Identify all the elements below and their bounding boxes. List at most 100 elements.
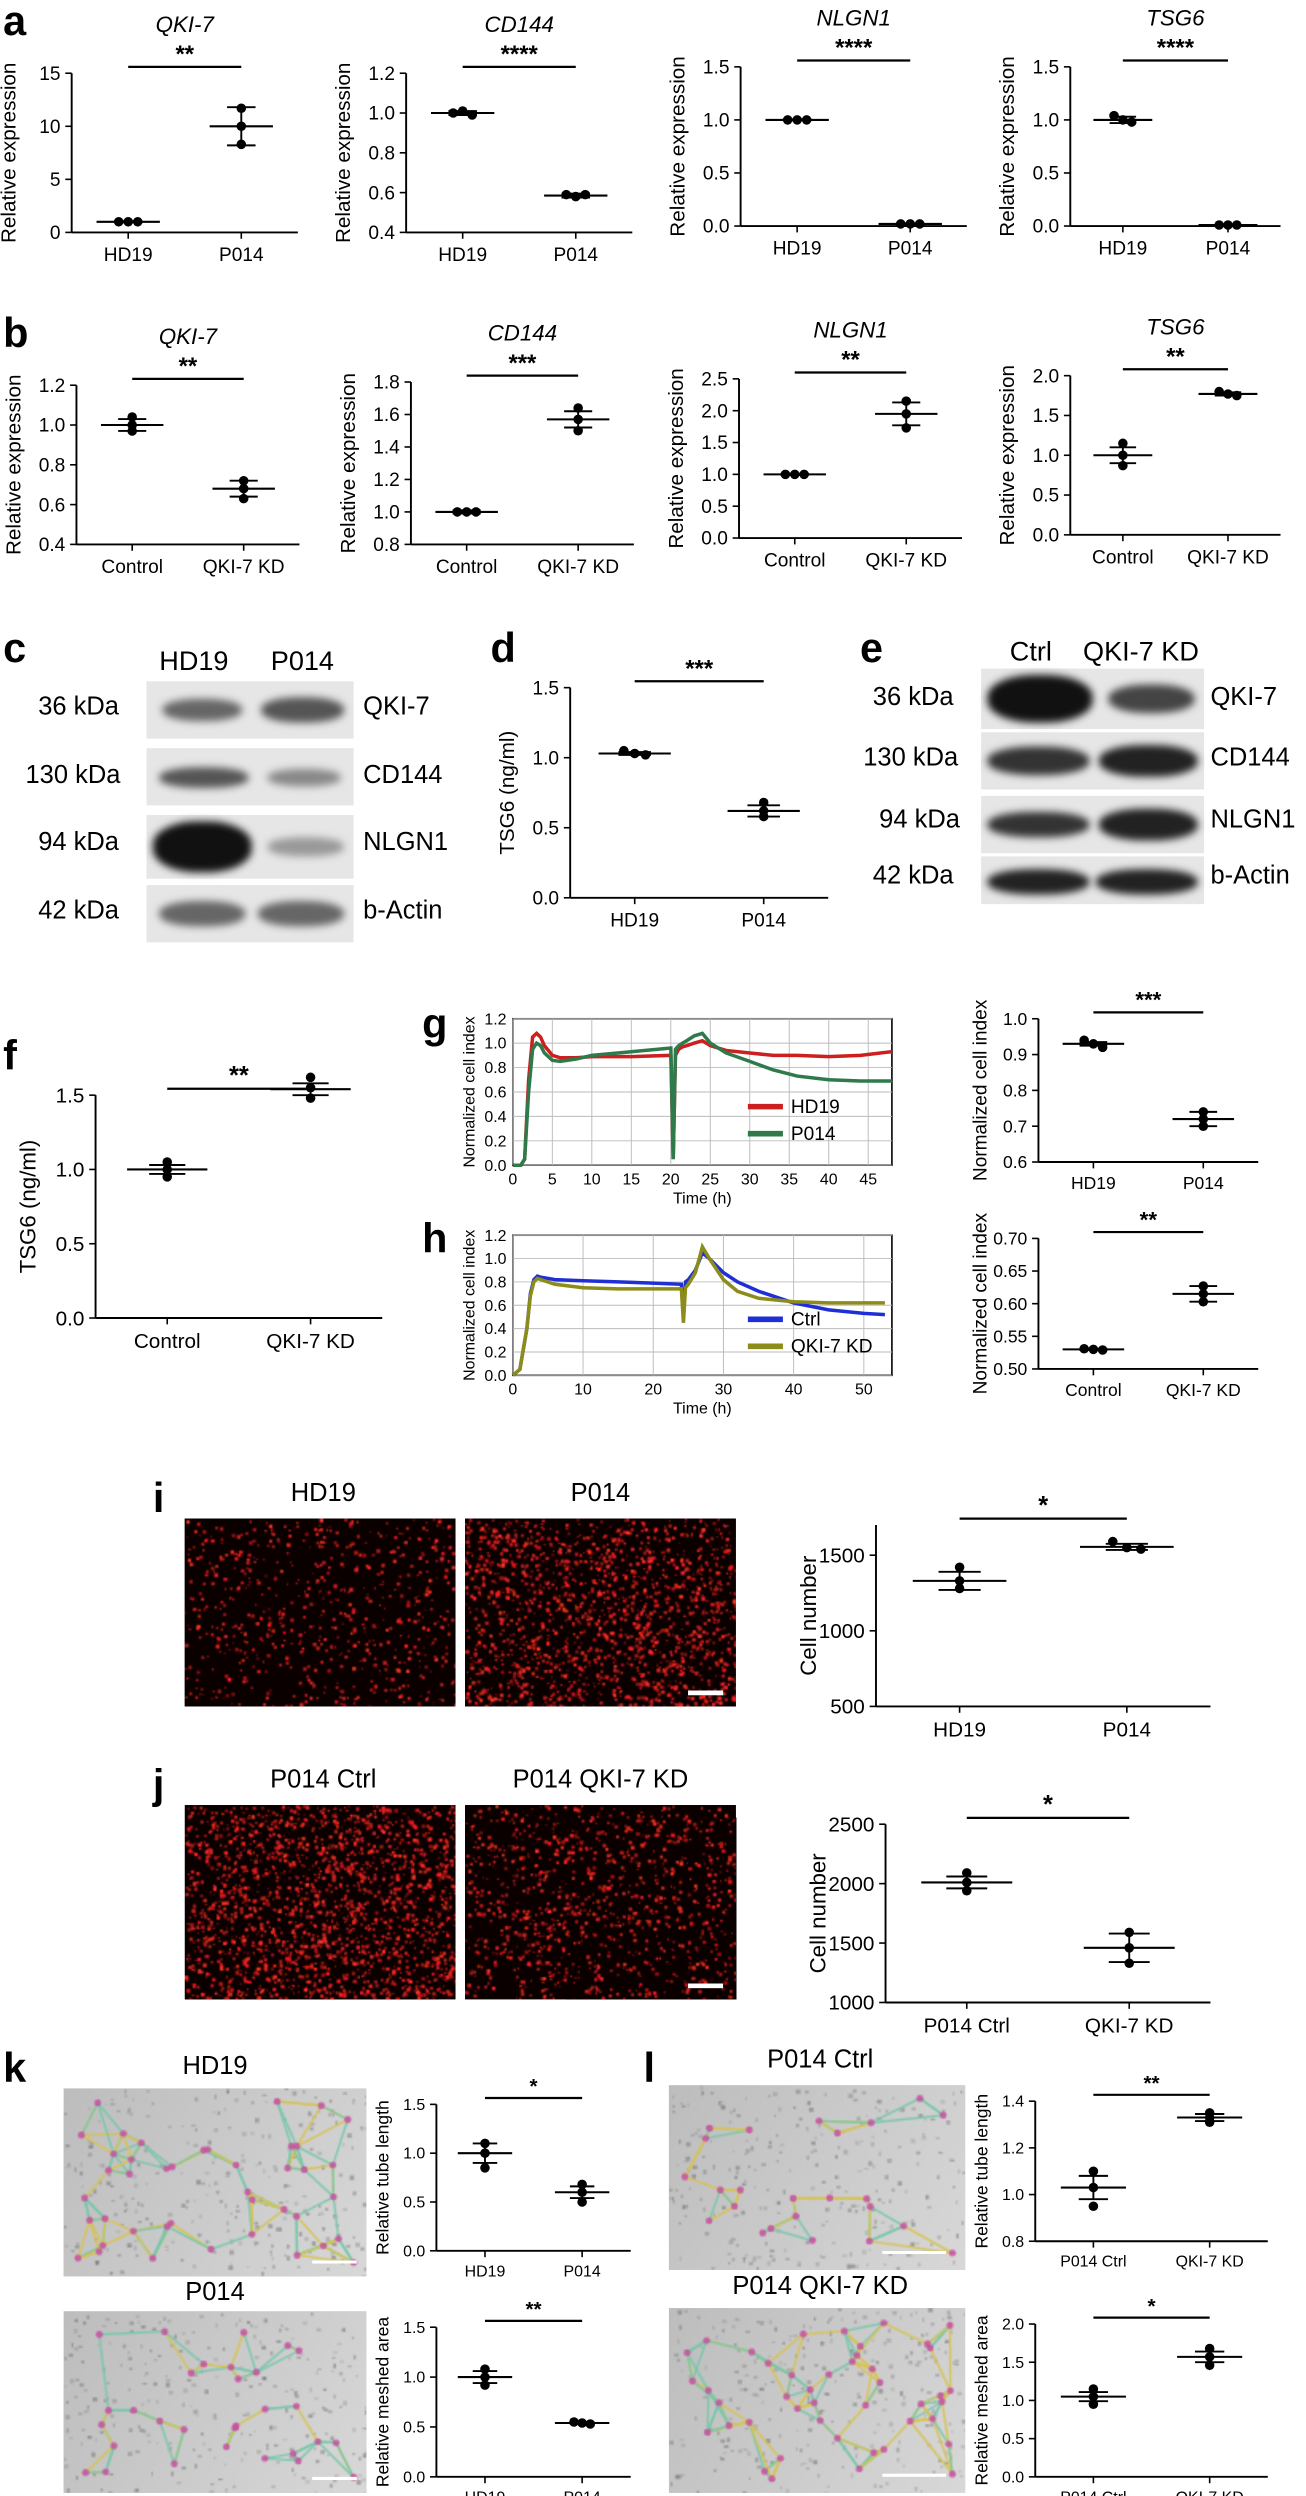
data-point: [1214, 220, 1224, 230]
data-point: [1124, 1958, 1135, 1969]
data-point: [901, 396, 912, 406]
y-tick-label: 1.6: [373, 405, 400, 426]
data-point: [127, 412, 137, 422]
chart-i_right: [869, 1517, 1211, 1713]
data-point: [1126, 117, 1137, 127]
blot-e-protein-cd144: CD144: [1210, 744, 1290, 773]
data-point: [1198, 1121, 1209, 1131]
y-tick-label: 0.0: [484, 1158, 506, 1175]
y-tick-label: 0.60: [993, 1294, 1027, 1314]
blot-c-kda-36: 36 kDa: [38, 694, 119, 722]
y-tick-label: 0.8: [39, 455, 66, 476]
data-point: [1079, 1343, 1089, 1354]
significance-label: **: [1143, 2072, 1160, 2095]
y-tick-label: 2500: [828, 1813, 874, 1836]
chart-k2: [430, 2319, 631, 2484]
blot-e-kda-130: 130 kDa: [863, 744, 959, 773]
x-tick-label: P014: [564, 2489, 601, 2496]
y-tick-label: 2.5: [701, 370, 728, 391]
data-point: [799, 469, 809, 480]
y-tick-label: 0.5: [1033, 486, 1060, 507]
y-tick-label: 0.0: [701, 529, 728, 550]
panel-label-k: k: [3, 2043, 27, 2092]
data-point: [961, 1877, 972, 1888]
data-point: [1124, 1943, 1135, 1953]
data-point: [1097, 1345, 1108, 1355]
y-tick-label: 1.4: [1002, 2094, 1024, 2111]
data-point: [1097, 1042, 1108, 1053]
y-axis-label: Relative expression: [332, 63, 355, 243]
data-point: [629, 748, 640, 759]
y-tick-label: 0.6: [484, 1085, 506, 1102]
data-point: [162, 1157, 173, 1167]
data-point: [954, 1576, 965, 1586]
data-point: [480, 2364, 490, 2374]
chart-b2: [404, 374, 634, 551]
chart-h_left: [511, 1234, 893, 1377]
y-tick-label: 1.0: [56, 1159, 85, 1182]
blot-e-band-nlgn1: [981, 795, 1205, 854]
series-line-qki-7-kd: [511, 1242, 885, 1377]
y-tick-label: 10: [39, 117, 60, 138]
data-point: [895, 219, 906, 229]
data-point: [569, 2417, 579, 2427]
y-tick-label: 1.0: [403, 2146, 425, 2163]
y-tick-label: 0.50: [993, 1359, 1027, 1379]
image-l-top-title: P014 Ctrl: [767, 2047, 874, 2075]
y-tick-label: 1.2: [368, 64, 395, 85]
x-tick-label: QKI-7 KD: [1176, 2254, 1244, 2271]
y-tick-label: 0.2: [484, 1133, 506, 1150]
image-i-left-title: HD19: [290, 1480, 356, 1508]
y-tick-label: 0.5: [403, 2195, 425, 2212]
y-tick-label: 1.5: [403, 2320, 425, 2337]
significance-label: **: [1166, 344, 1185, 371]
data-point: [1124, 1927, 1135, 1938]
legend-label: HD19: [791, 1097, 840, 1118]
legend-label: QKI-7 KD: [791, 1337, 873, 1358]
data-point: [162, 1172, 173, 1182]
image-k-top-title: HD19: [182, 2053, 248, 2081]
y-tick-label: 0.6: [1003, 1152, 1027, 1172]
data-point: [1088, 1039, 1099, 1049]
x-tick-label: QKI-7 KD: [1166, 1380, 1241, 1400]
significance-label: **: [179, 353, 198, 380]
chart-j_right: [879, 1816, 1211, 2009]
data-point: [954, 1562, 965, 1573]
data-point: [901, 423, 912, 433]
panel-label-j: j: [152, 1760, 165, 1809]
x-tick-label: P014: [741, 910, 786, 931]
data-point: [467, 110, 477, 120]
chart-title: TSG6: [1146, 5, 1205, 30]
series-line-p014: [512, 1031, 892, 1167]
blot-e-protein-bactin: b-Actin: [1210, 862, 1290, 890]
x-tick-label: HD19: [1098, 239, 1147, 260]
data-point: [570, 191, 581, 202]
blot-e-protein-nlgn1: NLGN1: [1210, 807, 1296, 835]
x-tick-label: 15: [622, 1171, 640, 1188]
significance-label: **: [175, 41, 194, 68]
chart-f: [89, 1072, 383, 1325]
x-tick-label: HD19: [610, 910, 659, 931]
data-point: [1198, 1296, 1209, 1307]
y-tick-label: 0.0: [484, 1368, 506, 1385]
x-tick-label: 30: [741, 1171, 759, 1188]
data-point: [801, 115, 812, 125]
data-point: [961, 1868, 972, 1878]
x-tick-label: HD19: [438, 245, 487, 266]
x-tick-label: QKI-7 KD: [865, 551, 947, 572]
x-tick-label: Control: [1065, 1380, 1121, 1400]
y-tick-label: 1500: [828, 1932, 874, 1955]
blot-e-kda-42: 42 kDa: [872, 862, 954, 890]
y-axis-label: Relative expression: [665, 368, 688, 548]
y-tick-label: 0.4: [484, 1109, 506, 1126]
significance-label: ****: [501, 41, 539, 68]
x-tick-label: QKI-7 KD: [1176, 2489, 1244, 2496]
y-tick-label: 0.2: [484, 1345, 506, 1362]
blot-c-protein-bactin: b-Actin: [363, 897, 443, 925]
data-point: [577, 2179, 587, 2190]
x-tick-label: Control: [101, 557, 163, 578]
image-k-bottom-title: P014: [185, 2279, 245, 2307]
y-tick-label: 2.0: [1002, 2317, 1024, 2334]
data-point: [1232, 220, 1242, 230]
